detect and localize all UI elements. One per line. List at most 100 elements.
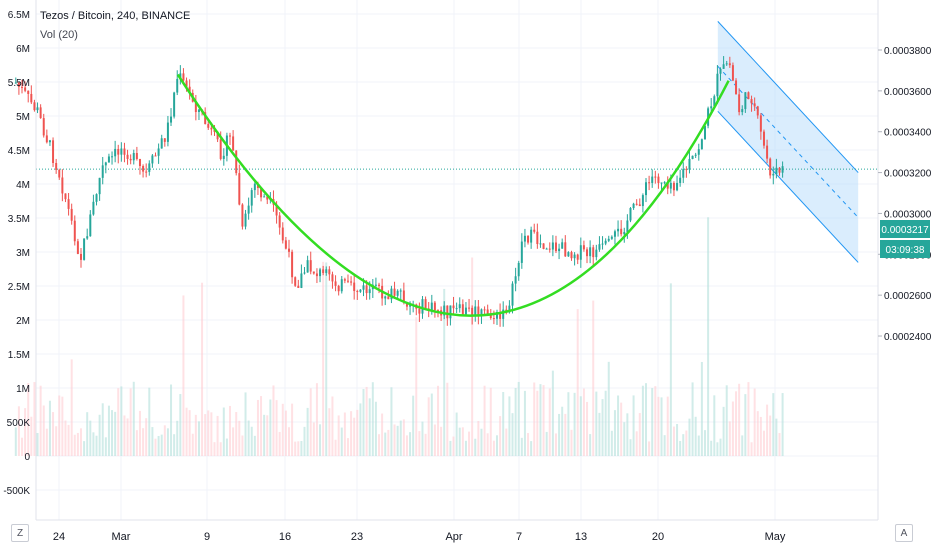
candle-body [716, 73, 719, 97]
candle-body [663, 182, 666, 184]
volume-bar [14, 427, 17, 456]
cup-curve[interactable] [176, 73, 730, 317]
volume-bar [244, 392, 247, 456]
volume-bar [446, 382, 449, 456]
volume-axis[interactable]: -500K 0 500K 1M 1.5M 2M 2.5M 3M 3.5M 4M 4.5M 5M 5.5M… [3, 0, 37, 520]
volume-bar [166, 428, 169, 456]
price-axis[interactable]: 0.00024000.00026000.00028000.00030000.00… [877, 0, 932, 520]
candle-body [620, 228, 623, 235]
volume-tick-label: 5.5M [8, 78, 30, 89]
volume-bar [312, 422, 315, 456]
candle-body [694, 154, 697, 156]
price-tick-label: 0.0003600 [884, 87, 932, 98]
volume-bar [766, 404, 769, 456]
candle-body [309, 260, 312, 272]
volume-study-label[interactable]: Vol (20) [40, 29, 78, 41]
volume-bar [70, 359, 73, 456]
volume-bar [21, 437, 24, 456]
candle-body [247, 205, 250, 214]
candle-body [241, 204, 244, 227]
candle-body [477, 306, 480, 317]
volume-bar [263, 414, 266, 456]
candle-body [769, 158, 772, 176]
candle-body [579, 245, 582, 260]
volume-bar [747, 382, 750, 456]
time-tick-label: 7 [516, 531, 522, 543]
volume-bar [384, 432, 387, 456]
volume-bar [489, 387, 492, 456]
volume-bar [216, 415, 219, 456]
volume-bar [629, 439, 632, 456]
time-axis[interactable]: 24 Mar 9 16 23 Apr 7 13 20 May [36, 519, 878, 543]
volume-bar [762, 430, 765, 456]
volume-bar [713, 395, 716, 456]
time-tick-label: 13 [575, 531, 587, 543]
candle-body [660, 182, 663, 184]
volume-bar [530, 441, 533, 456]
volume-bar [452, 436, 455, 456]
candle-body [346, 280, 349, 282]
candle-body [166, 122, 169, 142]
volume-bar [287, 427, 290, 456]
candle-body [157, 148, 160, 156]
volume-tick-label: 1M [16, 384, 30, 395]
descending-channel[interactable] [717, 21, 859, 263]
candle-body [629, 208, 632, 221]
volume-bar [412, 395, 415, 456]
candle-body [129, 158, 132, 161]
candle-body [334, 281, 337, 286]
volume-bar [595, 391, 598, 456]
volume-bar [669, 283, 672, 456]
time-tick-label: Mar [112, 531, 131, 543]
candle-body [216, 131, 219, 140]
auto-scale-button[interactable]: A [895, 524, 913, 542]
candle-body [409, 305, 412, 307]
volume-bar [132, 381, 135, 456]
volume-bar [170, 384, 173, 456]
volume-bar [738, 383, 741, 456]
candle-body [669, 182, 672, 189]
volume-bar [64, 420, 67, 456]
candle-body [362, 285, 365, 290]
volume-bar [592, 300, 595, 456]
candle-body [340, 279, 343, 292]
candle-body [142, 166, 145, 172]
volume-bar [163, 425, 166, 456]
candle-body [67, 199, 70, 209]
volume-bar [340, 427, 343, 456]
left-scale-button[interactable]: Z [11, 524, 29, 542]
volume-bar [328, 408, 331, 456]
volume-bar [554, 433, 557, 456]
candle-body [480, 309, 483, 317]
volume-bar [613, 410, 616, 456]
candle-body [315, 273, 318, 277]
candle-body [123, 148, 126, 155]
candle-body [331, 274, 334, 282]
volume-tick-label: 4.5M [8, 146, 30, 157]
volume-bar [129, 388, 132, 456]
volume-bar [468, 431, 471, 456]
candle-body [586, 249, 589, 257]
candle-body [542, 243, 545, 249]
candle-body [520, 241, 523, 263]
volume-bar [300, 440, 303, 456]
candle-body [238, 173, 241, 205]
volume-bar [92, 432, 95, 456]
volume-bar [536, 390, 539, 456]
volume-bar [505, 428, 508, 456]
candle-body [89, 214, 92, 237]
candle-body [561, 242, 564, 249]
volume-bar [474, 438, 477, 456]
volume-bar [399, 420, 402, 456]
countdown-badge-value: 03:09:38 [886, 245, 925, 256]
volume-bar [142, 428, 145, 456]
candle-body [775, 167, 778, 174]
candle-body [455, 308, 458, 310]
volume-bar [427, 397, 430, 456]
volume-tick-label: 500K [7, 418, 31, 429]
candle-body [287, 248, 290, 252]
candle-body [722, 64, 725, 69]
volume-bar [610, 430, 613, 456]
candle-body [322, 269, 325, 273]
